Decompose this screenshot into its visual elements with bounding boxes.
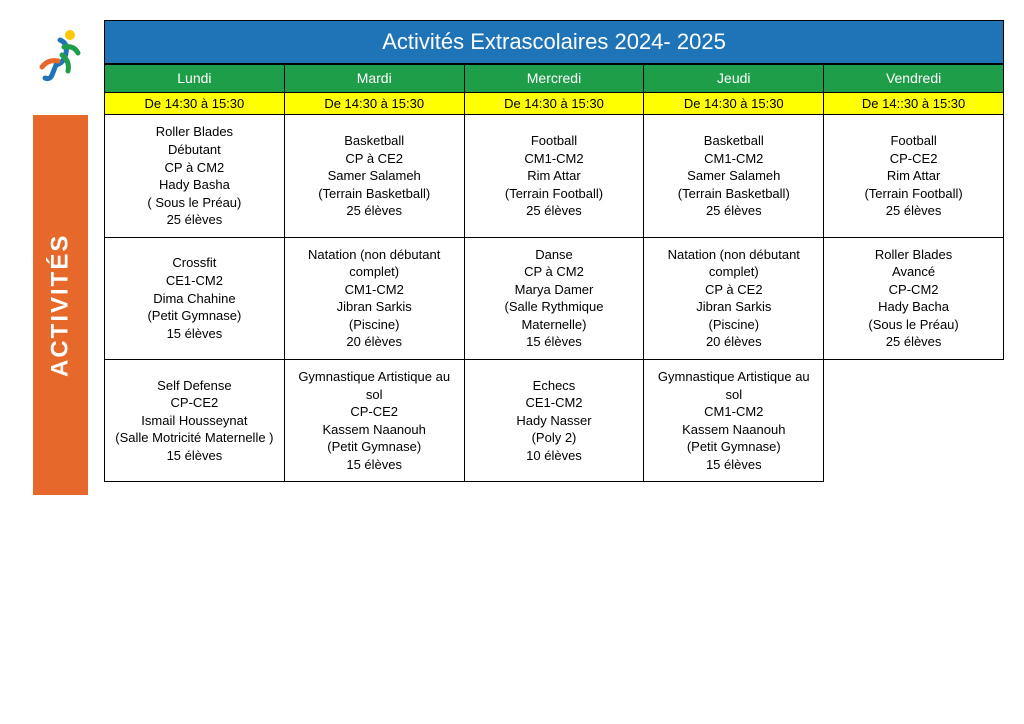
activity-row-2: Crossfit CE1-CM2 Dima Chahine (Petit Gym… [105, 237, 1004, 359]
runner-logo-icon [30, 25, 90, 85]
day-mercredi: Mercredi [464, 65, 644, 93]
logo [30, 20, 90, 90]
activity-cell: Gymnastique Artistique au sol CP-CE2 Kas… [284, 360, 464, 482]
activity-cell: Crossfit CE1-CM2 Dima Chahine (Petit Gym… [105, 237, 285, 359]
activity-cell: Basketball CM1-CM2 Samer Salameh (Terrai… [644, 115, 824, 237]
day-jeudi: Jeudi [644, 65, 824, 93]
activities-sidebar-label: ACTIVITÉS [33, 115, 88, 495]
time-lundi: De 14:30 à 15:30 [105, 92, 285, 115]
activity-row-3: Self Defense CP-CE2 Ismail Housseynat (S… [105, 360, 1004, 482]
schedule-table-wrap: Activités Extrascolaires 2024- 2025 Lund… [104, 20, 1004, 482]
activity-cell: Natation (non débutant complet) CM1-CM2 … [284, 237, 464, 359]
time-vendredi: De 14::30 à 15:30 [824, 92, 1004, 115]
activity-row-1: Roller Blades Débutant CP à CM2 Hady Bas… [105, 115, 1004, 237]
activity-cell: Natation (non débutant complet) CP à CE2… [644, 237, 824, 359]
time-mercredi: De 14:30 à 15:30 [464, 92, 644, 115]
activity-cell: Danse CP à CM2 Marya Damer (Salle Rythmi… [464, 237, 644, 359]
schedule-title: Activités Extrascolaires 2024- 2025 [104, 20, 1004, 64]
day-vendredi: Vendredi [824, 65, 1004, 93]
schedule-container: ACTIVITÉS Activités Extrascolaires 2024-… [20, 20, 1004, 495]
time-jeudi: De 14:30 à 15:30 [644, 92, 824, 115]
activity-cell: Basketball CP à CE2 Samer Salameh (Terra… [284, 115, 464, 237]
time-row: De 14:30 à 15:30 De 14:30 à 15:30 De 14:… [105, 92, 1004, 115]
day-header-row: Lundi Mardi Mercredi Jeudi Vendredi [105, 65, 1004, 93]
activity-cell: Roller Blades Débutant CP à CM2 Hady Bas… [105, 115, 285, 237]
activity-cell: Football CM1-CM2 Rim Attar (Terrain Foot… [464, 115, 644, 237]
day-mardi: Mardi [284, 65, 464, 93]
activity-cell-empty [824, 360, 1004, 482]
activity-cell: Gymnastique Artistique au sol CM1-CM2 Ka… [644, 360, 824, 482]
left-column: ACTIVITÉS [20, 20, 100, 495]
activity-cell: Self Defense CP-CE2 Ismail Housseynat (S… [105, 360, 285, 482]
time-mardi: De 14:30 à 15:30 [284, 92, 464, 115]
schedule-table: Lundi Mardi Mercredi Jeudi Vendredi De 1… [104, 64, 1004, 482]
day-lundi: Lundi [105, 65, 285, 93]
activity-cell: Echecs CE1-CM2 Hady Nasser (Poly 2) 10 é… [464, 360, 644, 482]
activity-cell: Football CP-CE2 Rim Attar (Terrain Footb… [824, 115, 1004, 237]
activity-cell: Roller Blades Avancé CP-CM2 Hady Bacha (… [824, 237, 1004, 359]
